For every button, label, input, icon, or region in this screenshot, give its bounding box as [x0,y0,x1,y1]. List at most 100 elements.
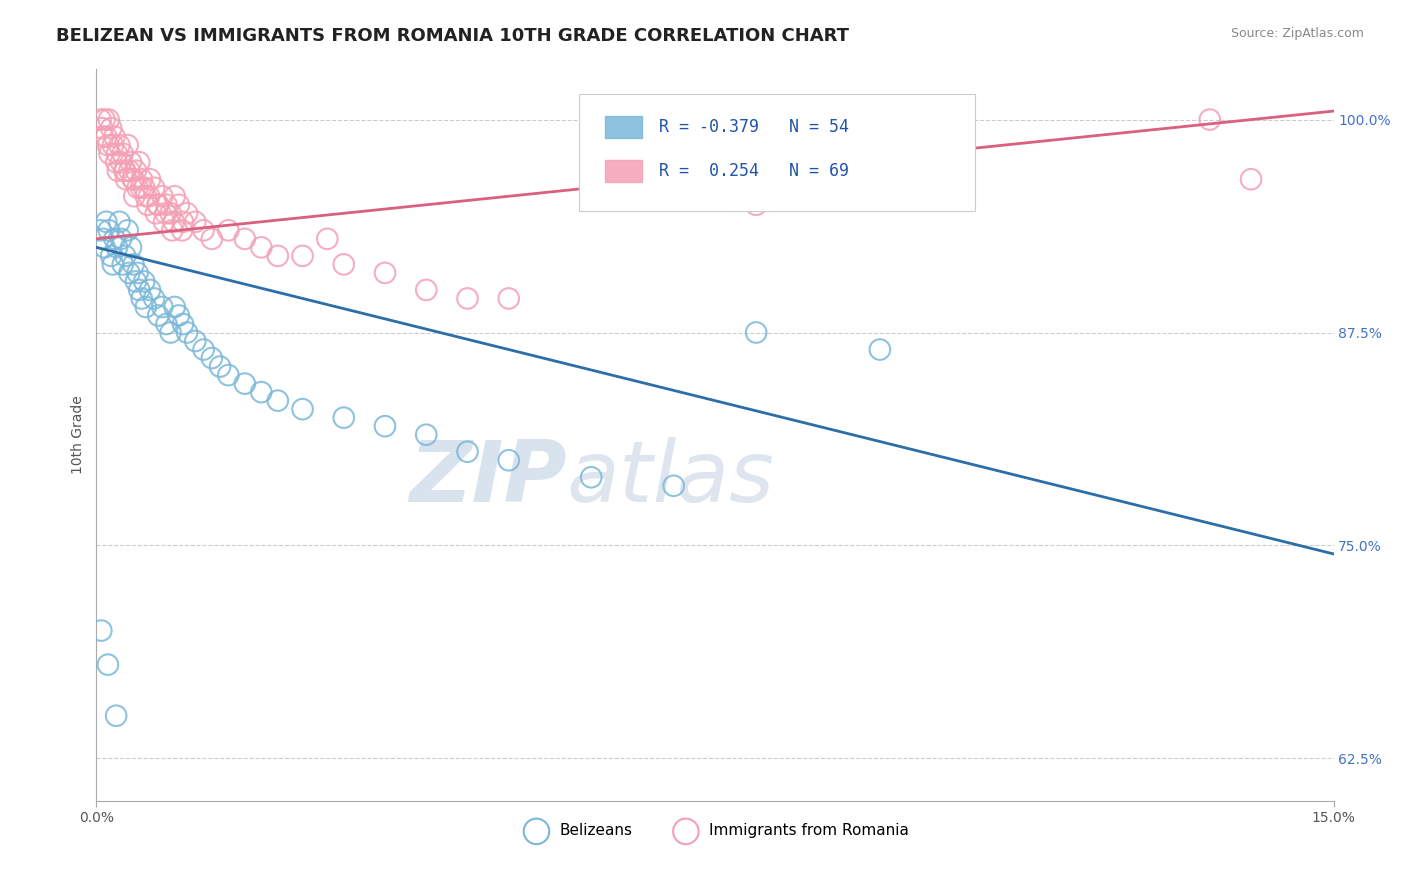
Point [111,257,134,271]
Point [662,479,685,493]
Point [176,206,198,220]
Point [103,129,125,144]
Point [233,232,256,246]
Point [193,223,215,237]
Text: Source: ZipAtlas.com: Source: ZipAtlas.com [1230,27,1364,40]
Point [135,189,157,203]
Point [291,402,314,417]
Point [134,180,156,194]
Point [108,138,131,153]
Point [97,657,120,672]
Point [134,274,156,288]
Point [124,189,146,203]
Point [160,223,183,237]
FancyBboxPatch shape [605,160,643,182]
Point [118,266,141,280]
Point [90,624,112,638]
Point [89,112,111,127]
Point [100,121,122,136]
Point [193,343,215,357]
Point [121,172,143,186]
Point [135,300,157,314]
Point [89,223,111,237]
Point [101,138,124,153]
Point [110,232,132,246]
Point [148,198,170,212]
Text: atlas: atlas [567,437,775,520]
Point [163,215,186,229]
Y-axis label: 10th Grade: 10th Grade [72,395,86,474]
Point [97,223,120,237]
Point [153,215,176,229]
Point [498,292,520,306]
Point [120,240,142,254]
Point [96,215,118,229]
Point [146,198,169,212]
Point [579,470,602,484]
Point [108,215,131,229]
Point [745,198,768,212]
Point [127,266,149,280]
Point [143,180,166,194]
Point [163,189,186,203]
FancyBboxPatch shape [605,116,643,138]
Point [172,317,194,331]
Text: ZIP: ZIP [409,437,567,520]
Point [148,309,170,323]
Point [267,393,290,408]
Point [122,257,145,271]
Point [112,163,135,178]
Legend: Belizeans, Immigrants from Romania: Belizeans, Immigrants from Romania [515,817,915,845]
Text: R = -0.379   N = 54: R = -0.379 N = 54 [659,118,849,136]
Point [1240,172,1263,186]
Point [139,172,162,186]
Point [176,326,198,340]
Point [374,419,396,434]
Point [136,198,159,212]
Point [150,189,173,203]
Point [93,240,115,254]
Point [115,172,138,186]
Point [374,266,396,280]
Point [159,326,181,340]
Point [111,146,134,161]
Point [316,232,339,246]
Point [869,343,891,357]
Point [114,249,136,263]
Point [91,232,114,246]
Text: BELIZEAN VS IMMIGRANTS FROM ROMANIA 10TH GRADE CORRELATION CHART: BELIZEAN VS IMMIGRANTS FROM ROMANIA 10TH… [56,27,849,45]
Point [233,376,256,391]
Point [143,292,166,306]
Point [172,223,194,237]
Point [120,155,142,169]
Point [163,300,186,314]
Point [117,223,139,237]
Point [97,138,120,153]
Point [118,163,141,178]
Point [457,292,479,306]
Point [105,240,128,254]
Point [333,257,356,271]
Point [110,155,132,169]
Point [184,334,207,348]
Point [127,180,149,194]
Point [745,326,768,340]
Point [114,163,136,178]
Point [101,257,124,271]
Point [128,155,150,169]
Point [125,274,148,288]
Point [91,129,114,144]
Point [139,283,162,297]
Text: R =  0.254   N = 69: R = 0.254 N = 69 [659,162,849,180]
Point [138,189,160,203]
Point [209,359,232,374]
Point [1198,112,1220,127]
Point [91,121,114,136]
Point [415,427,437,442]
Point [100,249,122,263]
Point [131,292,153,306]
Point [129,180,152,194]
Point [172,215,194,229]
Point [103,232,125,246]
Point [155,198,177,212]
